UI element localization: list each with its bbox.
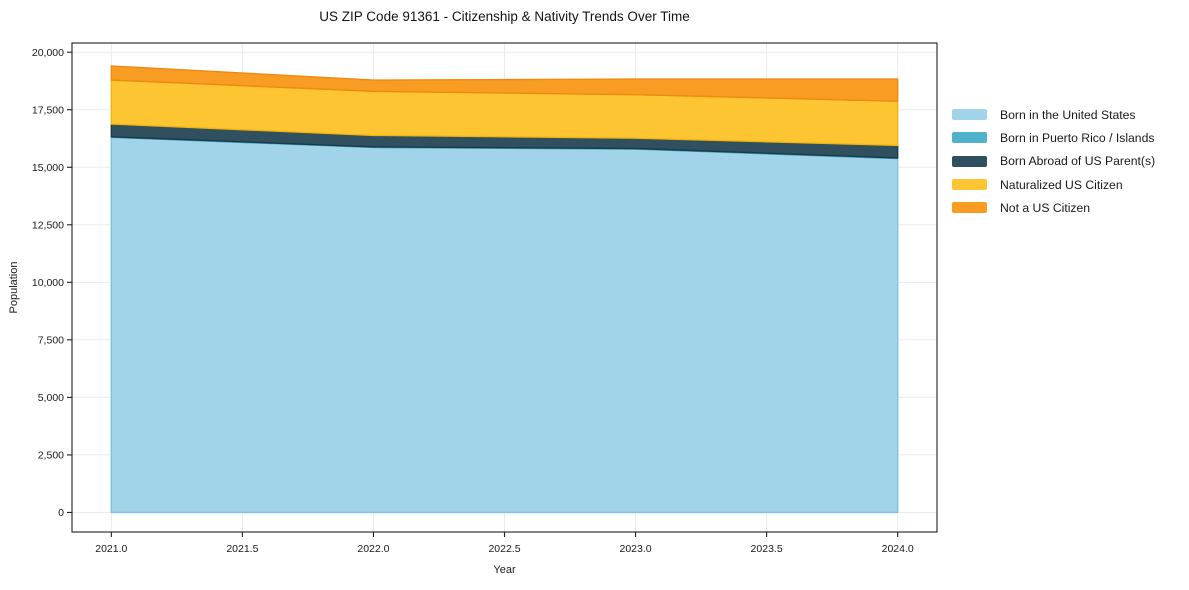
x-tick-label: 2021.0 [95,543,127,555]
legend-item: Not a US Citizen [952,196,1155,219]
x-tick-label: 2022.5 [488,543,520,555]
area-not-a-us-citizen [110,65,899,102]
plot-area: 0 2,500 5,000 7,500 10,000 12,500 15,000 17,500… [8,42,938,576]
y-tick-label: 15,000 [32,162,64,174]
legend-label: Born Abroad of US Parent(s) [1000,154,1156,169]
y-tick-label: 7,500 [38,334,64,346]
legend-label: Not a US Citizen [1000,200,1091,215]
legend-swatch-born-puerto-rico-icon [952,132,987,144]
legend-label: Naturalized US Citizen [1000,177,1123,192]
legend: Born in the United States Born in Puerto… [952,103,1155,219]
y-tick-label: 2,500 [38,450,64,462]
x-tick-label: 2023.0 [619,543,651,555]
x-tick-label: 2022.0 [357,543,389,555]
y-tick-label: 17,500 [32,104,64,116]
legend-swatch-born-in-us-icon [952,109,987,121]
legend-item: Born in the United States [952,103,1155,126]
legend-label: Born in the United States [1000,107,1136,122]
chart-title: US ZIP Code 91361 - Citizenship & Nativi… [319,9,690,24]
y-tick-label: 12,500 [32,219,64,231]
y-tick-label: 20,000 [32,47,64,59]
legend-label: Born in Puerto Rico / Islands [1000,130,1155,145]
y-tick-label: 10,000 [32,277,64,289]
legend-item: Naturalized US Citizen [952,173,1155,196]
legend-swatch-not-citizen-icon [952,202,987,214]
area-born-in-the-united-states [110,136,899,514]
legend-item: Born Abroad of US Parent(s) [952,150,1155,173]
y-tick-label: 0 [58,507,64,519]
y-tick-label: 5,000 [38,392,64,404]
y-axis-label: Population [8,262,20,314]
legend-swatch-naturalized-icon [952,179,987,191]
x-tick-label: 2021.5 [226,543,258,555]
x-tick-label: 2024.0 [882,543,914,555]
x-axis-label: Year [493,564,516,576]
legend-item: Born in Puerto Rico / Islands [952,126,1155,149]
x-tick-label: 2023.5 [751,543,783,555]
legend-swatch-born-abroad-icon [952,155,987,167]
